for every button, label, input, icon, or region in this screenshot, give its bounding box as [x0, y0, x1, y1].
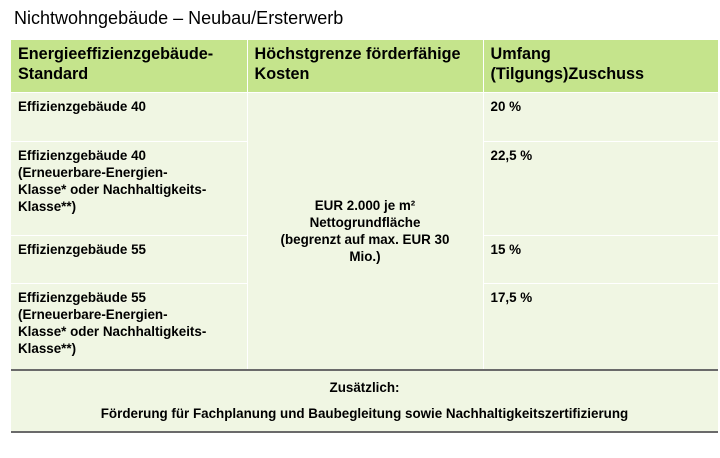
standard-line: Klasse* oder Nachhaltigkeits- [18, 181, 207, 197]
grant-cell: 22,5 % [483, 140, 718, 235]
standard-line: Effizienzgebäude 40 [18, 98, 146, 114]
header-grant-line: (Tilgungs)Zuschuss [490, 65, 645, 83]
standard-line: Effizienzgebäude 55 [18, 289, 146, 305]
header-standard: Energieeffizienzgebäude- Standard [11, 40, 248, 92]
page-title: Nichtwohngebäude – Neubau/Ersterwerb [14, 8, 344, 28]
cost-line: Nettogrundfläche [309, 214, 421, 230]
footer-text: Förderung für Fachplanung und Baubegleit… [100, 406, 629, 421]
footer-cell: Zusätzlich: Förderung für Fachplanung un… [11, 369, 718, 433]
standard-line: Klasse**) [18, 340, 77, 356]
footer-row: Zusätzlich: Förderung für Fachplanung un… [11, 369, 718, 433]
standard-line: Klasse* oder Nachhaltigkeits- [18, 323, 207, 339]
header-standard-line: Standard [18, 65, 89, 83]
standard-cell: Effizienzgebäude 40 (Erneuerbare-Energie… [11, 140, 248, 235]
funding-table: Energieeffizienzgebäude- Standard Höchst… [11, 40, 718, 433]
table-row: Effizienzgebäude 55 15 % [11, 234, 718, 283]
standard-line: Effizienzgebäude 55 [18, 241, 146, 257]
cost-line: (begrenzt auf max. EUR 30 [280, 231, 450, 247]
standard-line: Klasse**) [18, 198, 77, 214]
grant-cell: 17,5 % [483, 282, 718, 370]
standard-cell: Effizienzgebäude 55 (Erneuerbare-Energie… [11, 282, 248, 370]
cost-line: EUR 2.000 je m² [314, 197, 416, 213]
grant-cell: 15 % [483, 234, 718, 283]
header-standard-line: Energieeffizienzgebäude- [18, 45, 214, 63]
header-grant-line: Umfang [490, 45, 551, 63]
header-max-cost-line: Kosten [254, 65, 310, 83]
standard-line: Effizienzgebäude 40 [18, 147, 146, 163]
header-row: Energieeffizienzgebäude- Standard Höchst… [11, 40, 718, 92]
standard-line: (Erneuerbare-Energien- [18, 164, 168, 180]
cost-line: Mio.) [349, 248, 381, 264]
header-max-cost-line: Höchstgrenze förderfähige [254, 45, 461, 63]
table-row: Effizienzgebäude 55 (Erneuerbare-Energie… [11, 282, 718, 370]
header-max-cost: Höchstgrenze förderfähige Kosten [247, 40, 484, 92]
standard-line: (Erneuerbare-Energien- [18, 306, 168, 322]
table-row: Effizienzgebäude 40 EUR 2.000 je m² Nett… [11, 91, 718, 370]
grant-cell: 20 % [483, 91, 718, 141]
table-row: Effizienzgebäude 40 (Erneuerbare-Energie… [11, 140, 718, 235]
header-grant: Umfang (Tilgungs)Zuschuss [483, 40, 718, 92]
standard-cell: Effizienzgebäude 40 [11, 91, 248, 141]
footer-heading: Zusätzlich: [329, 380, 400, 395]
max-cost-cell: EUR 2.000 je m² Nettogrundfläche (begren… [247, 91, 484, 370]
standard-cell: Effizienzgebäude 55 [11, 234, 248, 283]
